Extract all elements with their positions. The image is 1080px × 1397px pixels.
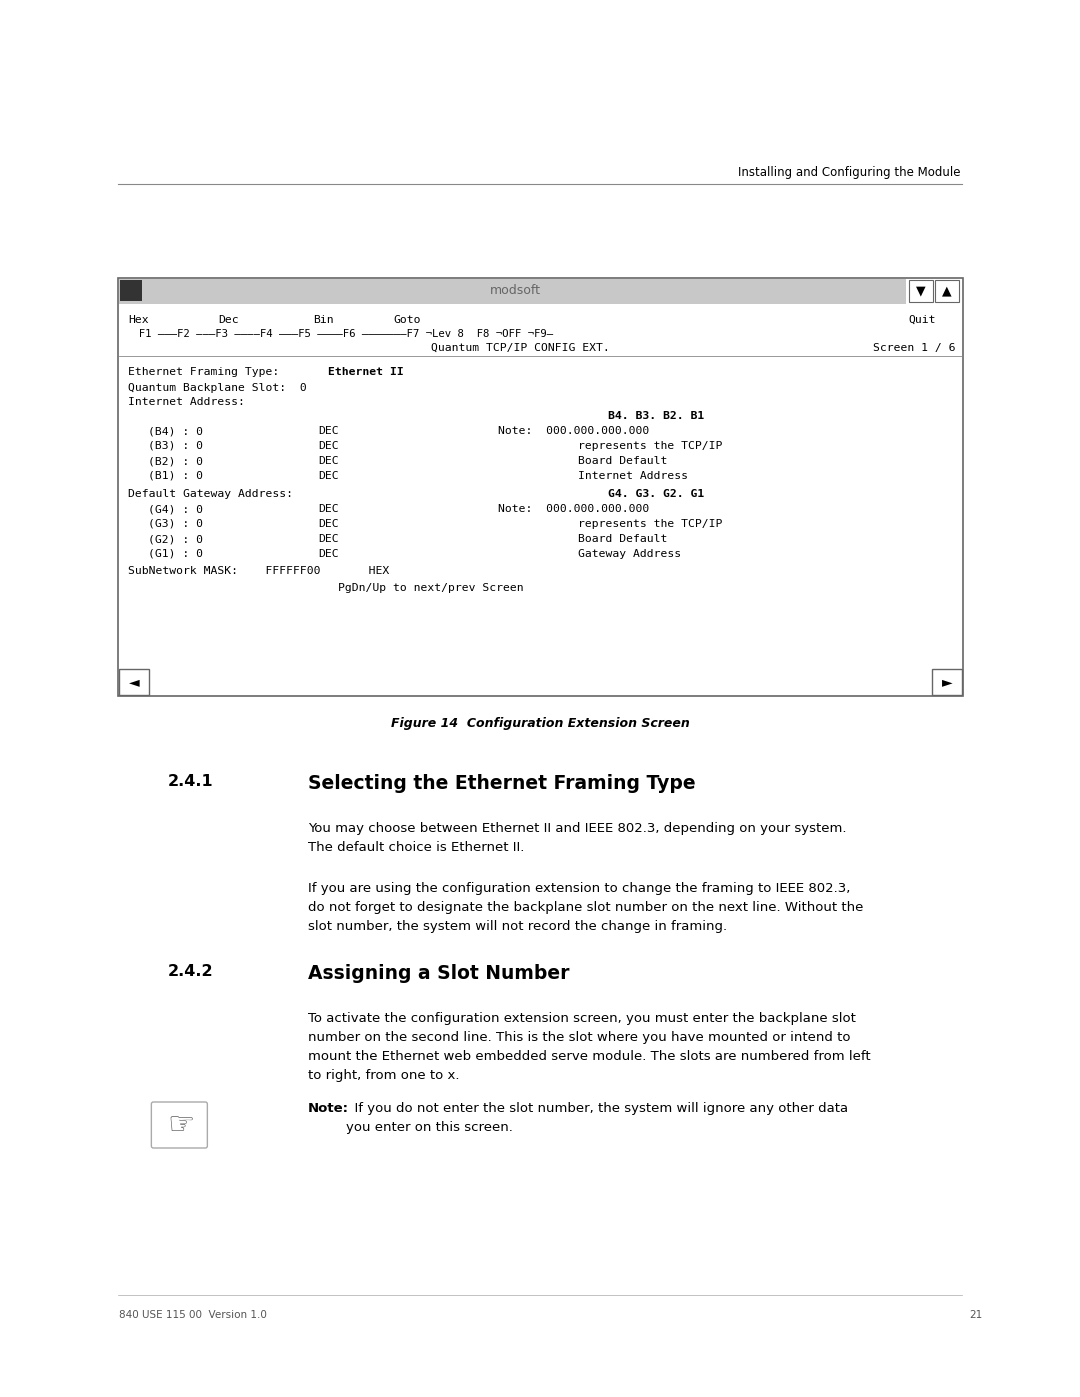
Text: DEC: DEC bbox=[318, 534, 339, 543]
Text: B4. B3. B2. B1: B4. B3. B2. B1 bbox=[608, 411, 704, 420]
Text: (B2) : 0: (B2) : 0 bbox=[148, 455, 203, 467]
Text: 2.4.2: 2.4.2 bbox=[167, 964, 213, 979]
Text: Quantum Backplane Slot:  0: Quantum Backplane Slot: 0 bbox=[129, 383, 307, 393]
Text: Selecting the Ethernet Framing Type: Selecting the Ethernet Framing Type bbox=[308, 774, 696, 793]
Text: Internet Address:: Internet Address: bbox=[129, 397, 245, 407]
Text: If you do not enter the slot number, the system will ignore any other data
you e: If you do not enter the slot number, the… bbox=[346, 1102, 848, 1134]
Text: DEC: DEC bbox=[318, 441, 339, 451]
Text: DEC: DEC bbox=[318, 549, 339, 559]
Text: Note:  000.000.000.000: Note: 000.000.000.000 bbox=[498, 504, 649, 514]
Text: ►: ► bbox=[942, 675, 953, 689]
Text: ▲: ▲ bbox=[942, 285, 951, 298]
Text: DEC: DEC bbox=[318, 504, 339, 514]
Text: (B3) : 0: (B3) : 0 bbox=[148, 441, 203, 451]
Text: (G3) : 0: (G3) : 0 bbox=[148, 520, 203, 529]
FancyBboxPatch shape bbox=[119, 669, 149, 694]
Text: ▼: ▼ bbox=[916, 285, 926, 298]
Text: Note:  000.000.000.000: Note: 000.000.000.000 bbox=[498, 426, 649, 436]
Text: (B4) : 0: (B4) : 0 bbox=[148, 426, 203, 436]
Text: Gateway Address: Gateway Address bbox=[578, 549, 681, 559]
Text: (G1) : 0: (G1) : 0 bbox=[148, 549, 203, 559]
Text: Assigning a Slot Number: Assigning a Slot Number bbox=[308, 964, 569, 983]
Text: To activate the configuration extension screen, you must enter the backplane slo: To activate the configuration extension … bbox=[308, 1011, 870, 1083]
Text: (B1) : 0: (B1) : 0 bbox=[148, 471, 203, 481]
Text: Quit: Quit bbox=[908, 314, 935, 326]
Text: Internet Address: Internet Address bbox=[578, 471, 688, 481]
Text: DEC: DEC bbox=[318, 520, 339, 529]
Text: G4. G3. G2. G1: G4. G3. G2. G1 bbox=[608, 489, 704, 499]
Text: Bin: Bin bbox=[313, 314, 334, 326]
FancyBboxPatch shape bbox=[120, 279, 141, 300]
Text: ◄: ◄ bbox=[129, 675, 139, 689]
Text: (G4) : 0: (G4) : 0 bbox=[148, 504, 203, 514]
Text: DEC: DEC bbox=[318, 426, 339, 436]
Text: SubNetwork MASK:    FFFFFF00       HEX: SubNetwork MASK: FFFFFF00 HEX bbox=[129, 566, 389, 576]
Text: represents the TCP/IP: represents the TCP/IP bbox=[578, 520, 723, 529]
FancyBboxPatch shape bbox=[909, 279, 933, 302]
Text: Quantum TCP/IP CONFIG EXT.: Quantum TCP/IP CONFIG EXT. bbox=[431, 344, 609, 353]
Text: Ethernet II: Ethernet II bbox=[328, 367, 404, 377]
Text: represents the TCP/IP: represents the TCP/IP bbox=[578, 441, 723, 451]
Text: DEC: DEC bbox=[318, 455, 339, 467]
Text: Note:: Note: bbox=[308, 1102, 349, 1115]
Text: (G2) : 0: (G2) : 0 bbox=[148, 534, 203, 543]
Text: DEC: DEC bbox=[318, 471, 339, 481]
Text: Dec: Dec bbox=[218, 314, 239, 326]
Text: ☞: ☞ bbox=[167, 1112, 195, 1140]
Text: Default Gateway Address:: Default Gateway Address: bbox=[129, 489, 293, 499]
FancyBboxPatch shape bbox=[932, 669, 962, 694]
FancyBboxPatch shape bbox=[118, 278, 963, 696]
Text: F1 ———F2 ———F3 ————F4 ———F5 ————F6 ———————F7 ¬Lev 8  F8 ¬OFF ¬F9—: F1 ———F2 ———F3 ————F4 ———F5 ————F6 —————… bbox=[126, 330, 553, 339]
Text: If you are using the configuration extension to change the framing to IEEE 802.3: If you are using the configuration exten… bbox=[308, 882, 863, 933]
FancyBboxPatch shape bbox=[119, 279, 906, 305]
Text: Board Default: Board Default bbox=[578, 455, 667, 467]
Text: 2.4.1: 2.4.1 bbox=[167, 774, 213, 789]
Text: Screen 1 / 6: Screen 1 / 6 bbox=[873, 344, 956, 353]
Text: Installing and Configuring the Module: Installing and Configuring the Module bbox=[738, 166, 960, 179]
Text: Goto: Goto bbox=[393, 314, 420, 326]
Text: Hex: Hex bbox=[129, 314, 149, 326]
Text: modsoft: modsoft bbox=[489, 285, 541, 298]
FancyBboxPatch shape bbox=[935, 279, 959, 302]
FancyBboxPatch shape bbox=[151, 1102, 207, 1148]
Text: You may choose between Ethernet II and IEEE 802.3, depending on your system.
The: You may choose between Ethernet II and I… bbox=[308, 821, 847, 854]
Text: Board Default: Board Default bbox=[578, 534, 667, 543]
Text: Ethernet Framing Type:: Ethernet Framing Type: bbox=[129, 367, 300, 377]
Text: 840 USE 115 00  Version 1.0: 840 USE 115 00 Version 1.0 bbox=[119, 1310, 267, 1320]
Text: PgDn/Up to next/prev Screen: PgDn/Up to next/prev Screen bbox=[338, 583, 524, 592]
Text: 21: 21 bbox=[970, 1310, 983, 1320]
Text: Figure 14  Configuration Extension Screen: Figure 14 Configuration Extension Screen bbox=[391, 718, 689, 731]
